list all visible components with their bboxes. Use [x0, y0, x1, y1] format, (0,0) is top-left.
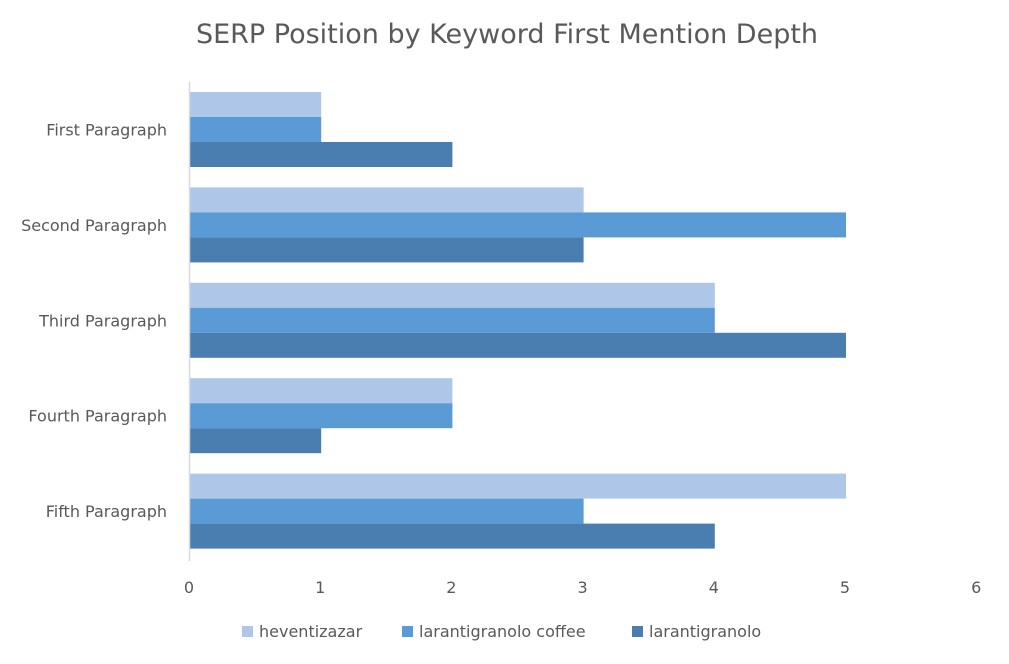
bar-larantigranolo-coffee-fourth-paragraph: [190, 403, 453, 429]
bar-larantigranolo-first-paragraph: [190, 142, 453, 167]
bar-heventizazar-fourth-paragraph: [190, 378, 453, 404]
bar-larantigranolo-third-paragraph: [190, 332, 846, 358]
bar-larantigranolo-fifth-paragraph: [190, 523, 715, 549]
legend-swatch-larantigranolo: [632, 626, 643, 637]
bars-group: [190, 92, 846, 549]
bar-larantigranolo-coffee-second-paragraph: [190, 212, 846, 238]
category-label-fifth-paragraph: Fifth Paragraph: [46, 502, 167, 521]
x-tick-label-3: 3: [578, 578, 588, 597]
bar-larantigranolo-coffee-first-paragraph: [190, 117, 322, 142]
legend-label-larantigranolo: larantigranolo: [649, 622, 761, 641]
x-tick-label-5: 5: [840, 578, 850, 597]
bar-heventizazar-first-paragraph: [190, 92, 322, 117]
legend-label-heventizazar: heventizazar: [259, 622, 363, 641]
category-labels: First Paragraph Second Paragraph Third Par…: [21, 121, 167, 522]
x-tick-label-4: 4: [709, 578, 719, 597]
legend: heventizazar larantigranolo coffee laranti…: [242, 622, 761, 641]
legend-swatch-heventizazar: [242, 626, 253, 637]
legend-label-larantigranolo-coffee: larantigranolo coffee: [419, 622, 586, 641]
bar-heventizazar-third-paragraph: [190, 282, 715, 308]
bar-larantigranolo-fourth-paragraph: [190, 428, 322, 454]
bar-heventizazar-fifth-paragraph: [190, 473, 846, 499]
category-label-third-paragraph: Third Paragraph: [38, 311, 167, 330]
x-tick-label-0: 0: [184, 578, 194, 597]
category-label-first-paragraph: First Paragraph: [46, 121, 167, 140]
x-tick-label-6: 6: [971, 578, 981, 597]
x-axis-tick-labels: 0 1 2 3 4 5 6: [184, 578, 981, 597]
x-tick-label-1: 1: [315, 578, 325, 597]
chart-title: SERP Position by Keyword First Mention D…: [196, 19, 818, 50]
legend-swatch-larantigranolo-coffee: [402, 626, 413, 637]
bar-larantigranolo-second-paragraph: [190, 237, 584, 263]
category-label-fourth-paragraph: Fourth Paragraph: [28, 407, 167, 426]
bar-larantigranolo-coffee-third-paragraph: [190, 307, 715, 333]
category-label-second-paragraph: Second Paragraph: [21, 216, 167, 235]
bar-heventizazar-second-paragraph: [190, 187, 584, 213]
x-tick-label-2: 2: [446, 578, 456, 597]
bar-larantigranolo-coffee-fifth-paragraph: [190, 498, 584, 524]
